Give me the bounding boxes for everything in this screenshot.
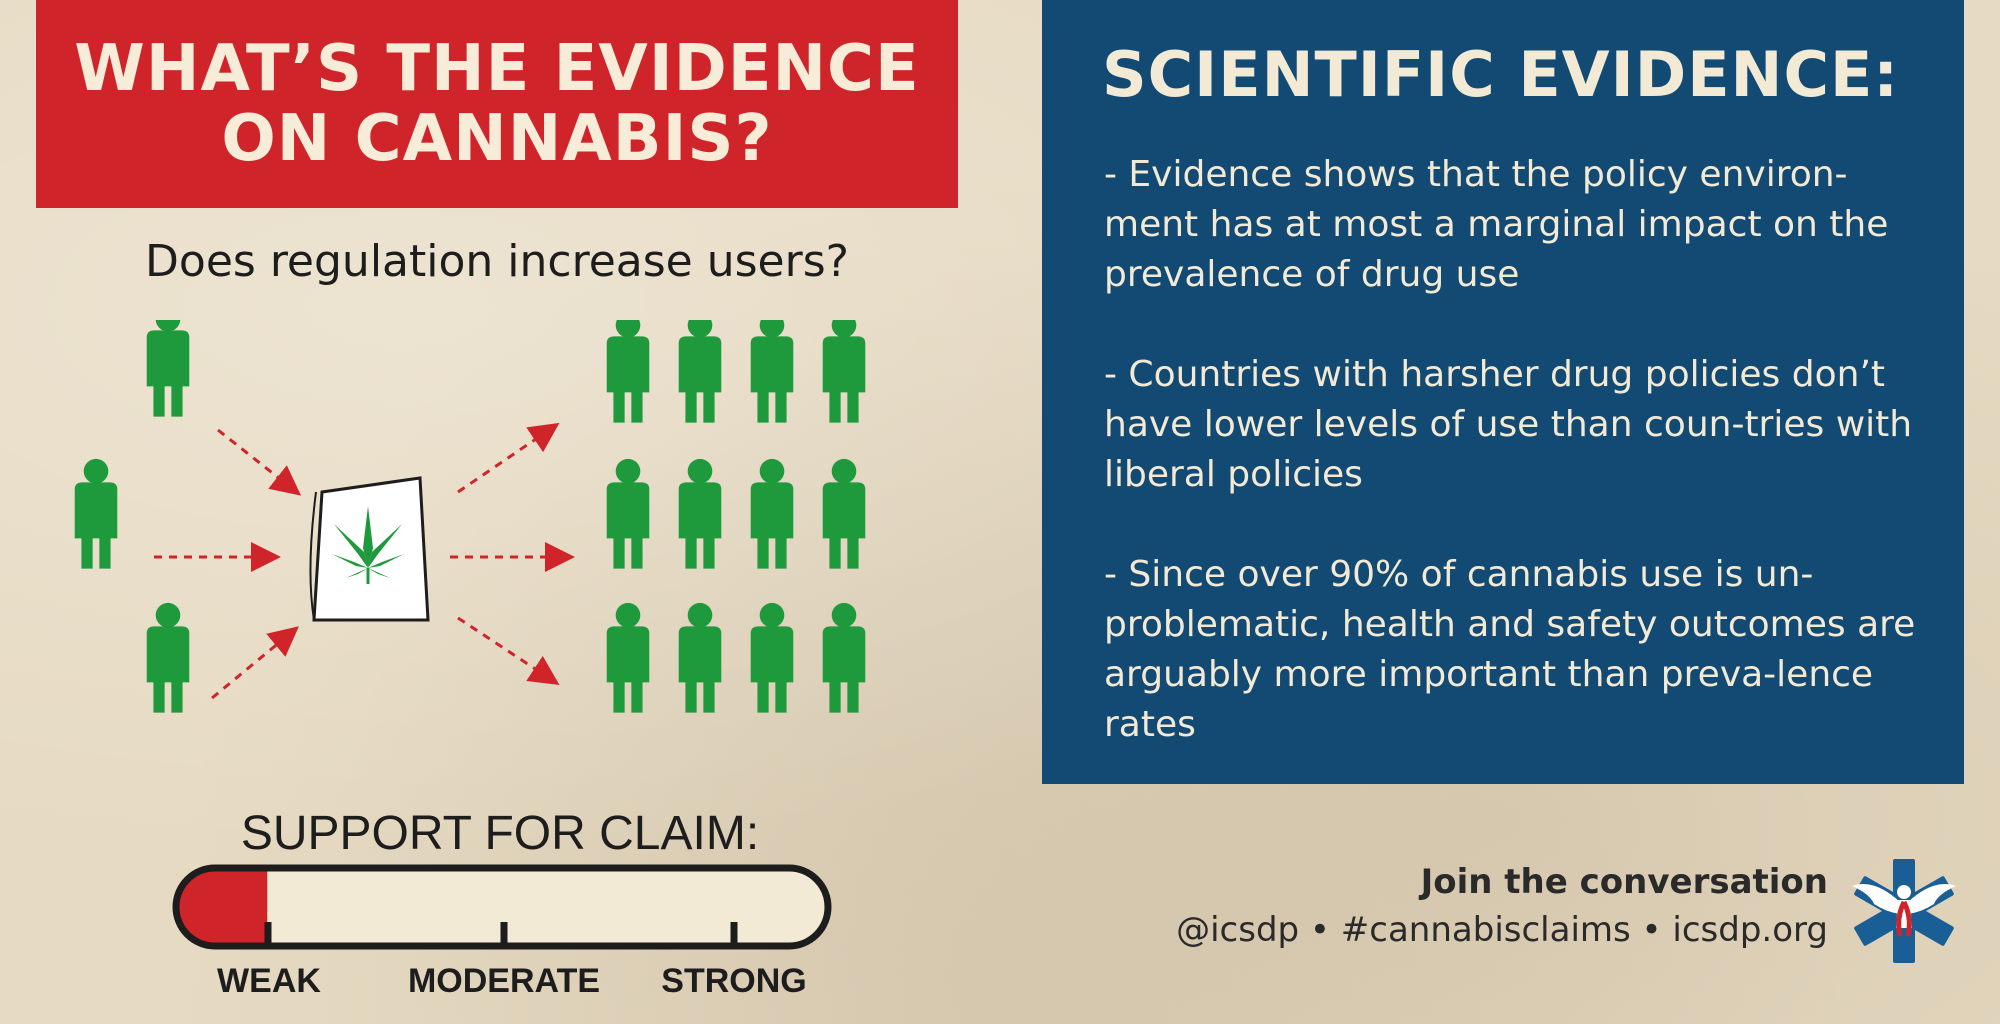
person-icon bbox=[822, 320, 866, 423]
meter-fill bbox=[176, 868, 268, 946]
arrow-icon bbox=[457, 616, 560, 685]
join-conversation-text: Join the conversation bbox=[1420, 862, 1828, 902]
social-links[interactable]: @icsdp • #cannabisclaims • icsdp.org bbox=[1176, 910, 1828, 950]
icsdp-logo-icon bbox=[1852, 859, 1956, 963]
person-icon bbox=[606, 458, 650, 569]
person-icon bbox=[750, 602, 794, 713]
level-moderate: MODERATE bbox=[407, 962, 601, 1000]
level-weak: WEAK bbox=[217, 962, 321, 1000]
person-icon bbox=[822, 602, 866, 713]
title-banner: WHAT’S THE EVIDENCE ON CANNABIS? bbox=[36, 0, 958, 208]
regulation-diagram bbox=[74, 320, 866, 713]
evidence-point: - Countries with harsher drug policies d… bbox=[1104, 354, 1913, 495]
page-title: WHAT’S THE EVIDENCE ON CANNABIS? bbox=[74, 32, 920, 176]
person-icon bbox=[606, 602, 650, 713]
question-text: Does regulation increase users? bbox=[145, 236, 849, 287]
person-icon bbox=[74, 458, 118, 569]
level-strong: STRONG bbox=[661, 962, 807, 1000]
person-icon bbox=[678, 458, 722, 569]
support-meter bbox=[172, 864, 832, 950]
evidence-point: - Since over 90% of cannabis use is un-p… bbox=[1104, 554, 1916, 745]
person-icon bbox=[750, 320, 794, 423]
arrow-icon bbox=[457, 422, 560, 494]
person-icon bbox=[146, 320, 190, 417]
arrow-icon bbox=[217, 428, 302, 496]
evidence-heading: SCIENTIFIC EVIDENCE: bbox=[1102, 38, 1900, 111]
support-label: SUPPORT FOR CLAIM: bbox=[240, 807, 760, 860]
people-grid bbox=[606, 320, 866, 713]
person-icon bbox=[678, 602, 722, 713]
person-icon bbox=[606, 320, 650, 423]
person-icon bbox=[750, 458, 794, 569]
evidence-panel: SCIENTIFIC EVIDENCE: - Evidence shows th… bbox=[1042, 0, 1964, 784]
evidence-point: - Evidence shows that the policy environ… bbox=[1104, 154, 1889, 295]
person-icon bbox=[146, 602, 190, 713]
person-icon bbox=[678, 320, 722, 423]
person-icon bbox=[822, 458, 866, 569]
cannabis-leaf-icon bbox=[332, 506, 404, 584]
arrow-icon bbox=[211, 626, 299, 700]
